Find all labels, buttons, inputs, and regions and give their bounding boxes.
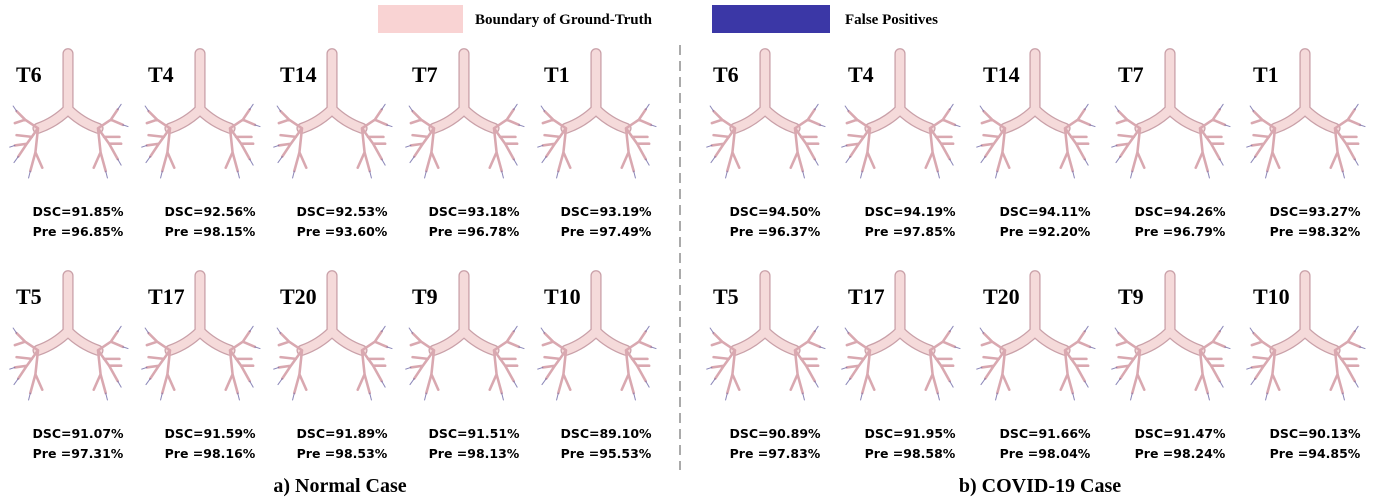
case-label: T1 <box>1253 62 1279 87</box>
case-label: T4 <box>148 62 174 87</box>
case-label: T20 <box>983 284 1020 309</box>
dsc-score: DSC=90.13% <box>1269 426 1361 441</box>
case-label: T9 <box>1118 284 1144 309</box>
case-label: T14 <box>983 62 1020 87</box>
dsc-score: DSC=91.07% <box>32 426 124 441</box>
dsc-score: DSC=93.19% <box>560 204 652 219</box>
dsc-score: DSC=94.50% <box>729 204 821 219</box>
dsc-score: DSC=89.10% <box>560 426 652 441</box>
case-label: T1 <box>544 62 570 87</box>
dsc-score: DSC=94.11% <box>999 204 1091 219</box>
precision-score: Pre =96.78% <box>429 224 520 239</box>
precision-score: Pre =98.16% <box>165 446 256 461</box>
precision-score: Pre =98.13% <box>429 446 520 461</box>
case-label: T5 <box>16 284 42 309</box>
dsc-score: DSC=94.26% <box>1134 204 1226 219</box>
dsc-score: DSC=94.19% <box>864 204 956 219</box>
precision-score: Pre =98.15% <box>165 224 256 239</box>
legend-swatch <box>378 5 463 33</box>
precision-score: Pre =96.79% <box>1135 224 1226 239</box>
dsc-score: DSC=91.51% <box>428 426 520 441</box>
precision-score: Pre =98.58% <box>865 446 956 461</box>
precision-score: Pre =92.20% <box>1000 224 1091 239</box>
case-label: T6 <box>713 62 739 87</box>
precision-score: Pre =97.83% <box>730 446 821 461</box>
figure: Boundary of Ground-Truth False Positives T… <box>0 0 1400 498</box>
case-label: T9 <box>412 284 438 309</box>
dsc-score: DSC=93.18% <box>428 204 520 219</box>
case-label: T4 <box>848 62 874 87</box>
legend-swatch <box>712 5 830 33</box>
dsc-score: DSC=91.59% <box>164 426 256 441</box>
case-label: T5 <box>713 284 739 309</box>
precision-score: Pre =93.60% <box>297 224 388 239</box>
precision-score: Pre =94.85% <box>1270 446 1361 461</box>
legend-label: Boundary of Ground-Truth <box>475 12 653 28</box>
panel-caption: b) COVID-19 Case <box>959 475 1121 497</box>
precision-score: Pre =95.53% <box>561 446 652 461</box>
dsc-score: DSC=91.89% <box>296 426 388 441</box>
dsc-score: DSC=91.85% <box>32 204 124 219</box>
panel-caption: a) Normal Case <box>273 475 406 497</box>
precision-score: Pre =98.04% <box>1000 446 1091 461</box>
precision-score: Pre =96.37% <box>730 224 821 239</box>
precision-score: Pre =98.24% <box>1135 446 1226 461</box>
precision-score: Pre =97.85% <box>865 224 956 239</box>
dsc-score: DSC=92.53% <box>296 204 388 219</box>
case-label: T6 <box>16 62 42 87</box>
case-label: T17 <box>848 284 885 309</box>
legend-label: False Positives <box>845 12 938 28</box>
precision-score: Pre =97.49% <box>561 224 652 239</box>
precision-score: Pre =98.53% <box>297 446 388 461</box>
dsc-score: DSC=91.66% <box>999 426 1091 441</box>
dsc-score: DSC=92.56% <box>164 204 256 219</box>
case-label: T20 <box>280 284 317 309</box>
dsc-score: DSC=91.47% <box>1134 426 1226 441</box>
case-label: T7 <box>412 62 438 87</box>
dsc-score: DSC=90.89% <box>729 426 821 441</box>
dsc-score: DSC=93.27% <box>1269 204 1361 219</box>
case-label: T7 <box>1118 62 1144 87</box>
case-label: T10 <box>1253 284 1290 309</box>
precision-score: Pre =97.31% <box>33 446 124 461</box>
dsc-score: DSC=91.95% <box>864 426 956 441</box>
case-label: T10 <box>544 284 581 309</box>
case-label: T14 <box>280 62 317 87</box>
precision-score: Pre =96.85% <box>33 224 124 239</box>
case-label: T17 <box>148 284 185 309</box>
precision-score: Pre =98.32% <box>1270 224 1361 239</box>
